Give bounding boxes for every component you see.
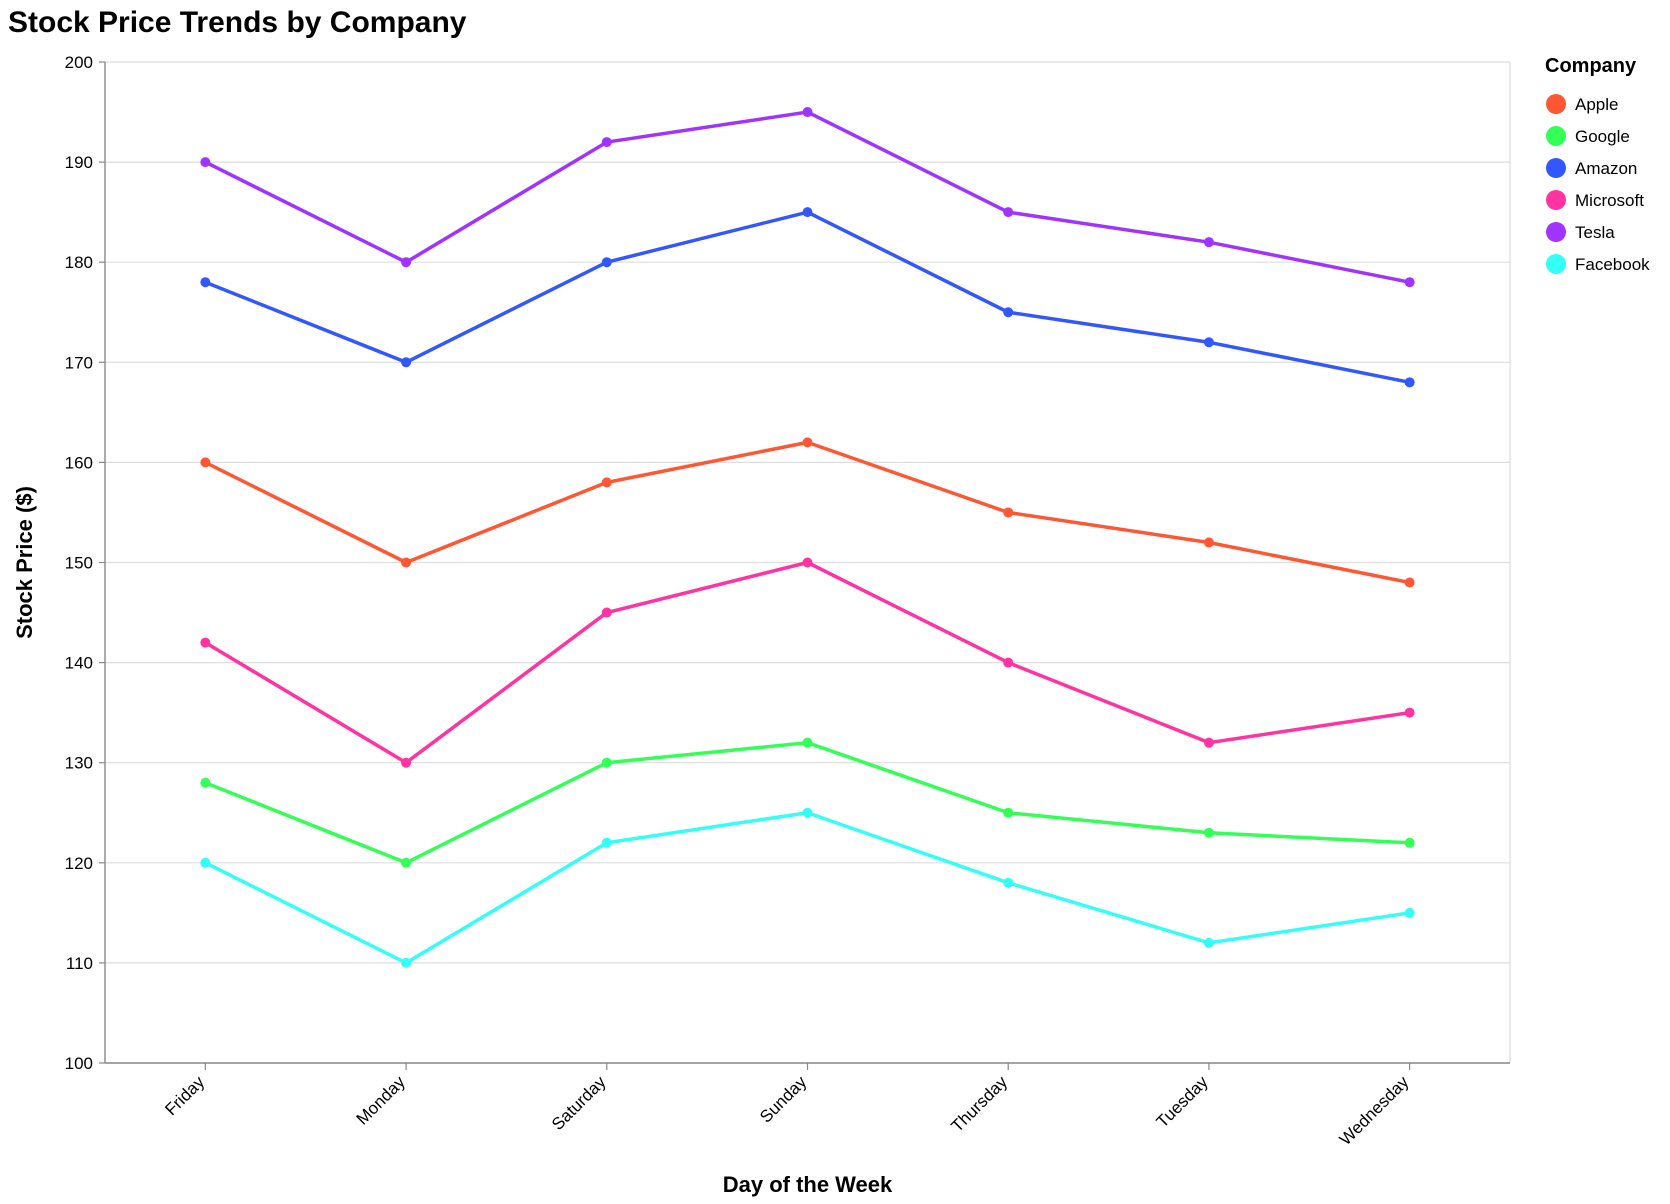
data-point [1003,877,1014,888]
series-tesla [200,107,1415,288]
data-point [1203,337,1214,348]
x-tick-label: Friday [161,1072,208,1119]
legend-label[interactable]: Facebook [1575,255,1650,274]
data-point [200,277,211,288]
legend-label[interactable]: Google [1575,127,1630,146]
data-point [200,157,211,168]
x-tick-label: Wednesday [1336,1072,1413,1149]
data-point [1404,707,1415,718]
legend-item-microsoft[interactable]: Microsoft [1546,190,1644,210]
data-point [401,557,412,568]
legend-label[interactable]: Microsoft [1575,191,1644,210]
legend-label[interactable]: Apple [1575,95,1618,114]
data-point [200,457,211,468]
data-point [1404,277,1415,288]
data-point [401,857,412,868]
x-tick-label: Tuesday [1153,1072,1212,1131]
legend-item-apple[interactable]: Apple [1546,94,1618,114]
series-line [204,210,1410,385]
y-tick-label: 190 [65,153,93,172]
series-apple [200,437,1415,588]
y-tick-label: 150 [65,554,93,573]
y-tick-label: 140 [65,654,93,673]
data-point [200,857,211,868]
series-google [200,737,1415,868]
y-tick-label: 160 [65,453,93,472]
data-point [401,957,412,968]
y-tick-label: 120 [65,854,93,873]
y-tick-label: 170 [65,353,93,372]
legend-item-google[interactable]: Google [1546,126,1630,146]
data-point [601,837,612,848]
series-group [200,107,1415,968]
data-point [1404,907,1415,918]
series-facebook [200,807,1415,968]
y-tick-label: 180 [65,253,93,272]
legend-item-tesla[interactable]: Tesla [1546,222,1615,242]
legend-swatch[interactable] [1546,158,1566,178]
x-tick-label: Saturday [548,1072,610,1134]
x-axis-title: Day of the Week [723,1172,893,1197]
data-point [601,137,612,148]
data-point [1003,657,1014,668]
data-point [601,757,612,768]
legend-swatch[interactable] [1546,254,1566,274]
data-point [1404,377,1415,388]
data-point [1003,807,1014,818]
series-line [204,740,1410,865]
data-point [1003,507,1014,518]
data-point [1203,937,1214,948]
data-point [802,207,813,218]
data-point [802,737,813,748]
legend-label[interactable]: Amazon [1575,159,1637,178]
y-axis-title: Stock Price ($) [12,486,37,639]
data-point [802,807,813,818]
legend-label[interactable]: Tesla [1575,223,1615,242]
x-tick-label: Thursday [947,1072,1011,1136]
data-point [1203,237,1214,248]
y-tick-label: 130 [65,754,93,773]
data-point [401,357,412,368]
data-point [802,107,813,118]
data-point [601,257,612,268]
y-tick-label: 100 [65,1054,93,1073]
legend-swatch[interactable] [1546,126,1566,146]
legend-swatch[interactable] [1546,222,1566,242]
legend-item-amazon[interactable]: Amazon [1546,158,1637,178]
data-point [802,437,813,448]
data-point [1404,837,1415,848]
series-line [204,110,1410,284]
data-point [401,257,412,268]
series-microsoft [200,557,1415,768]
data-point [200,637,211,648]
data-point [1003,207,1014,218]
x-tick-label: Sunday [756,1072,811,1127]
y-tick-label: 200 [65,53,93,72]
grid [105,61,1511,1064]
data-point [1203,537,1214,548]
data-point [401,757,412,768]
x-tick-label: Monday [353,1072,410,1129]
y-tick-label: 110 [66,954,93,973]
data-point [601,607,612,618]
data-point [1203,737,1214,748]
data-point [200,777,211,788]
legend-swatch[interactable] [1546,94,1566,114]
series-amazon [200,207,1415,388]
data-point [1003,307,1014,318]
legend-title: Company [1545,55,1637,77]
data-point [601,477,612,488]
chart-title: Stock Price Trends by Company [8,6,467,39]
legend: Company Apple Google Amazon Microsoft Tesla Fa… [1545,55,1650,274]
legend-swatch[interactable] [1546,190,1566,210]
legend-item-facebook[interactable]: Facebook [1546,254,1650,274]
data-point [1203,827,1214,838]
data-point [802,557,813,568]
data-point [1404,577,1415,588]
